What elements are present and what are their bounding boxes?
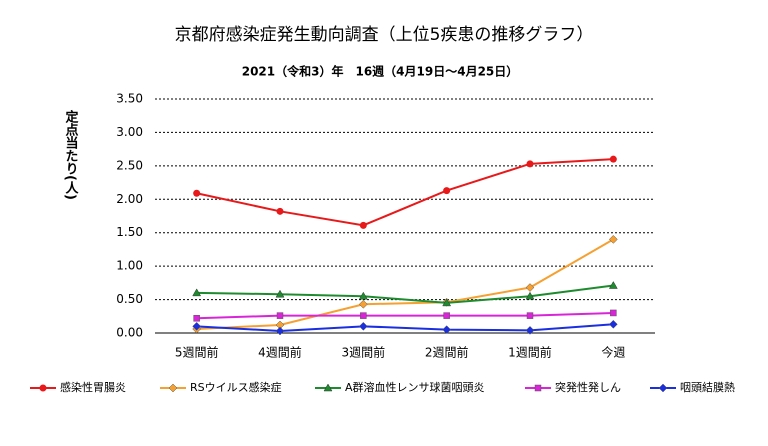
marker	[276, 207, 284, 215]
marker	[193, 189, 201, 197]
y-tick-label: 3.50	[116, 92, 143, 106]
marker	[442, 325, 452, 335]
chart-subtitle: 2021（令和3）年 16週（4月19日～4月25日）	[242, 64, 519, 79]
legend-marker	[168, 383, 178, 393]
marker	[608, 235, 618, 244]
series-line	[196, 238, 614, 330]
marker	[192, 288, 202, 297]
marker	[608, 319, 618, 329]
marker	[358, 291, 368, 300]
marker	[276, 312, 284, 319]
legend-label: 突発性発しん	[555, 380, 621, 394]
legend-marker	[323, 383, 333, 392]
marker	[275, 289, 285, 298]
marker	[442, 298, 452, 307]
marker	[443, 312, 450, 319]
x-tick-label: 1週間前	[508, 345, 552, 360]
marker	[360, 312, 367, 319]
y-tick-label: 0.00	[116, 326, 143, 340]
legend-label: RSウイルス感染症	[190, 380, 282, 394]
y-tick-label: 0.50	[116, 292, 143, 306]
marker	[358, 321, 368, 331]
series-line	[196, 311, 614, 320]
marker	[609, 155, 617, 163]
x-tick-label: 4週間前	[258, 345, 302, 360]
x-tick-label: 5週間前	[175, 345, 219, 360]
marker	[526, 160, 534, 168]
marker	[275, 326, 285, 336]
legend-marker	[39, 384, 47, 392]
series-line	[196, 284, 614, 304]
chart-title: 京都府感染症発生動向調査（上位5疾患の推移グラフ）	[175, 25, 594, 45]
y-tick-label: 2.50	[116, 158, 143, 172]
x-tick-label: 3週間前	[342, 345, 386, 360]
series-line	[196, 323, 614, 332]
legend-label: A群溶血性レンサ球菌咽頭炎	[345, 380, 485, 394]
legend-marker	[658, 383, 668, 393]
marker	[525, 325, 535, 335]
marker	[193, 315, 200, 322]
marker	[526, 312, 534, 319]
y-tick-label: 2.00	[116, 192, 143, 206]
y-axis-label: 定点当たり(人)	[63, 109, 80, 199]
x-tick-label: 2週間前	[425, 345, 469, 360]
marker	[608, 281, 618, 289]
legend-marker	[534, 384, 542, 392]
legend-label: 咽頭結膜熱	[680, 380, 735, 394]
marker	[358, 299, 368, 309]
marker	[192, 321, 202, 331]
marker	[525, 283, 535, 292]
legend-label: 感染性胃腸炎	[60, 380, 126, 394]
marker	[359, 221, 367, 229]
marker	[610, 309, 617, 317]
y-tick-label: 1.50	[116, 225, 143, 239]
x-tick-label: 今週	[601, 345, 625, 360]
marker	[443, 187, 451, 195]
marker	[525, 291, 535, 300]
series-line	[196, 158, 614, 227]
y-tick-label: 3.00	[116, 125, 143, 139]
y-tick-label: 1.00	[116, 259, 143, 273]
